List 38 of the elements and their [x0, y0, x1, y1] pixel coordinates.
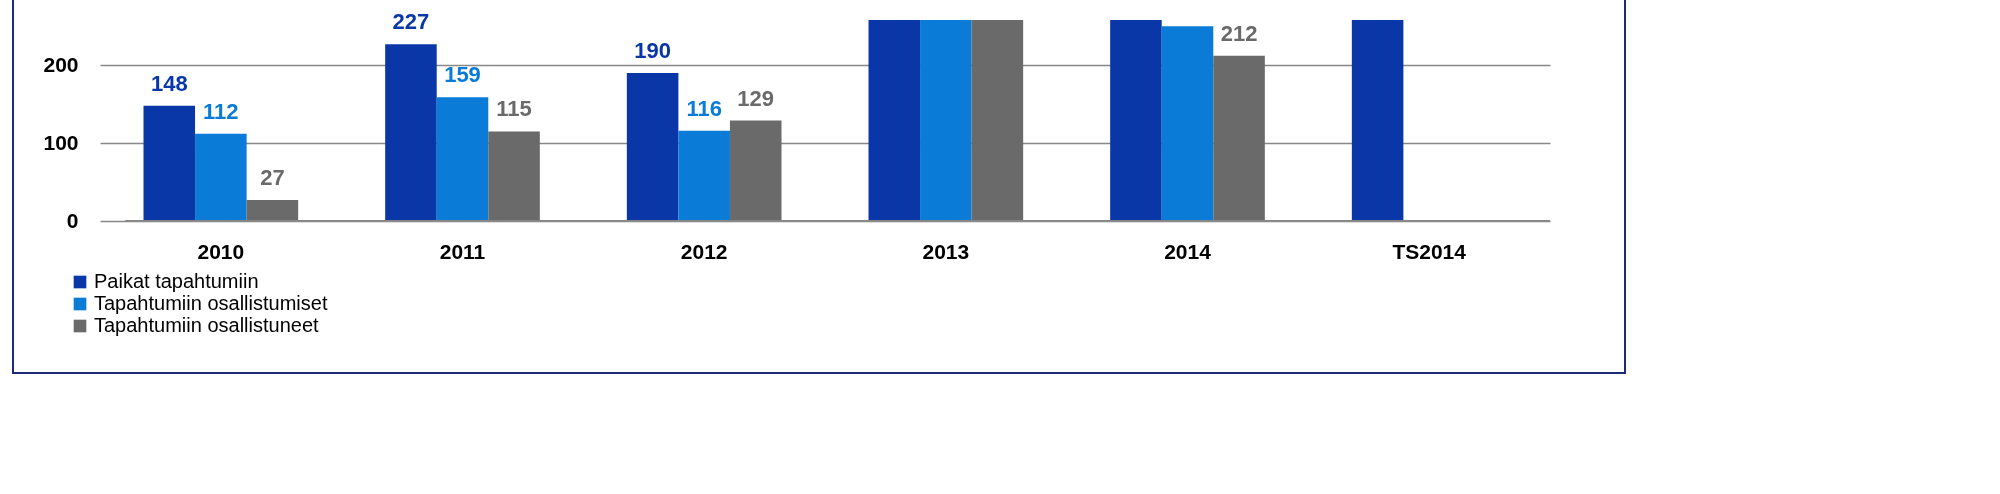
bar: [868, 20, 921, 221]
bar: [920, 20, 972, 221]
data-label: 212: [1220, 20, 1258, 46]
x-tick-label: 2012: [680, 239, 728, 263]
bar: [246, 199, 299, 221]
data-label: 227: [392, 9, 430, 35]
bar: [1351, 20, 1404, 221]
legend-label: Tapahtumiin osallistumiset: [94, 292, 328, 314]
bar: [436, 97, 489, 221]
x-tick-label: 2011: [439, 239, 486, 263]
data-label: 116: [686, 95, 722, 121]
bar: [1213, 55, 1265, 221]
bar: [488, 131, 540, 221]
data-label: 190: [634, 37, 671, 63]
data-label: 115: [496, 96, 532, 122]
y-tick-label: 200: [43, 52, 79, 76]
bar: [143, 105, 196, 221]
y-tick-label: 0: [66, 208, 79, 232]
data-label: 27: [260, 164, 285, 190]
bar: [626, 72, 679, 221]
bar: [195, 133, 247, 221]
legend-label: Paikat tapahtumiin: [94, 270, 259, 292]
data-label: 129: [737, 85, 775, 111]
bar: [385, 44, 437, 221]
bar: [971, 20, 1024, 221]
x-tick-label: 2010: [197, 239, 245, 263]
data-label: 159: [444, 62, 481, 88]
x-tick-label: TS2014: [1392, 239, 1467, 263]
y-tick-label: 100: [43, 130, 79, 154]
bar: [678, 130, 730, 221]
data-label: 148: [150, 70, 188, 96]
data-label: 112: [203, 98, 239, 124]
bar: [1110, 20, 1162, 221]
bar: [729, 120, 782, 221]
legend-label: Tapahtumiin osallistuneet: [94, 314, 320, 336]
bar: [1161, 26, 1214, 221]
x-tick-label: 2013: [922, 239, 970, 263]
x-tick-label: 2014: [1164, 239, 1212, 263]
